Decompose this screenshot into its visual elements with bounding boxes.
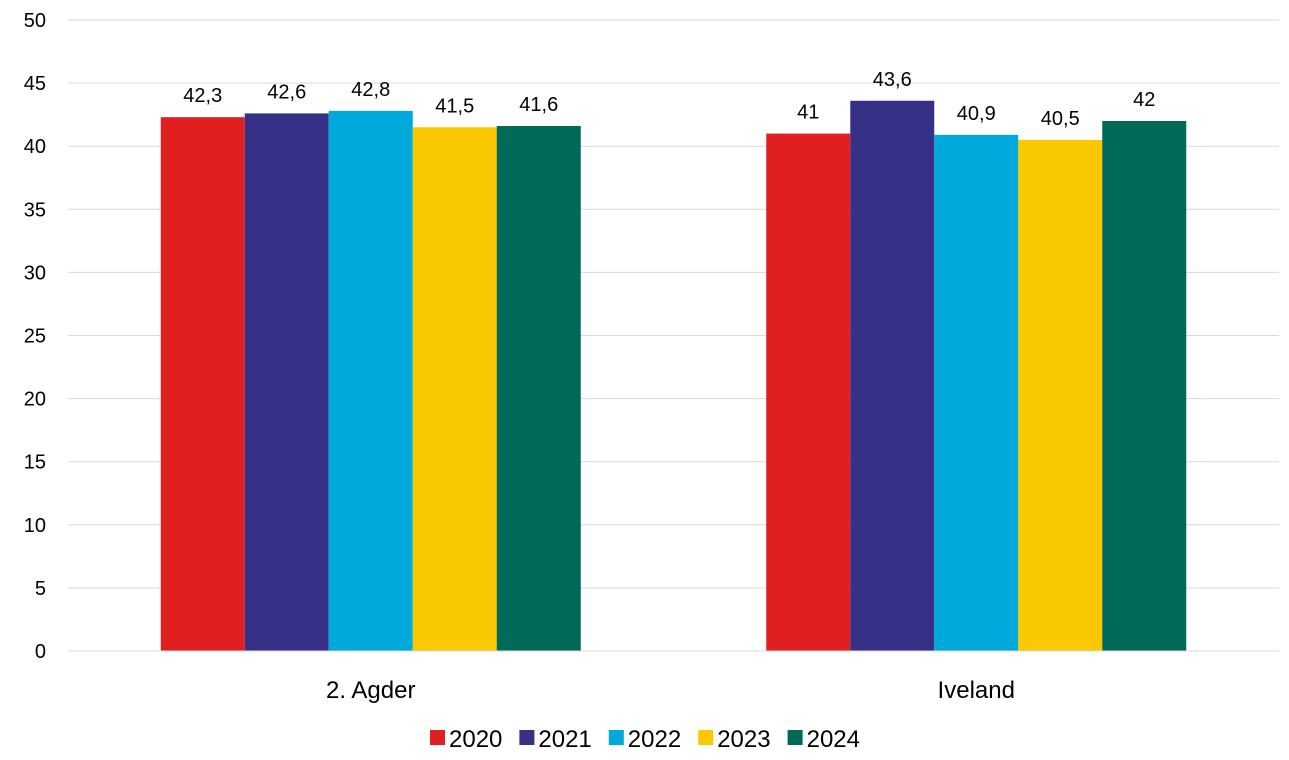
- legend-item-2021: 2021: [519, 726, 592, 753]
- bar-2021: [850, 100, 935, 651]
- bar-2020: [160, 117, 245, 651]
- y-tick-label: 0: [35, 641, 46, 663]
- bar-2024: [496, 126, 581, 652]
- legend-item-2020: 2020: [430, 726, 502, 753]
- y-tick-label: 25: [24, 326, 46, 348]
- bar-2021: [244, 113, 329, 651]
- legend-label: 2023: [717, 726, 770, 753]
- data-label: 42,6: [267, 81, 306, 103]
- legend-item-2024: 2024: [787, 726, 860, 753]
- bar-2023: [1018, 139, 1103, 651]
- legend-label: 2020: [449, 726, 502, 753]
- data-label: 42,3: [183, 85, 222, 107]
- y-tick-label: 40: [24, 136, 46, 158]
- bar-2022: [328, 110, 413, 651]
- bar-2022: [934, 134, 1019, 652]
- legend-swatch: [787, 730, 803, 745]
- data-label: 41,6: [519, 94, 558, 116]
- bar-2024: [1102, 120, 1187, 651]
- y-tick-label: 20: [24, 389, 46, 411]
- y-tick-label: 15: [24, 452, 46, 474]
- bar-2023: [412, 127, 497, 651]
- y-axis: 0 5 10 15 20 25 30 35 40 45 50: [24, 10, 46, 663]
- legend-swatch: [608, 730, 624, 745]
- legend-swatch: [519, 730, 535, 745]
- legend-label: 2022: [628, 726, 681, 753]
- legend-swatch: [430, 730, 445, 745]
- data-label: 40,9: [957, 103, 996, 125]
- y-tick-label: 35: [24, 199, 46, 221]
- legend-item-2023: 2023: [698, 726, 771, 753]
- legend-swatch: [698, 730, 714, 745]
- data-label: 43,6: [873, 69, 912, 91]
- data-label: 42: [1133, 89, 1155, 111]
- y-tick-label: 10: [24, 515, 46, 537]
- y-tick-label: 5: [35, 578, 46, 600]
- data-label: 41: [797, 102, 819, 124]
- x-axis: 2. Agder Iveland: [68, 650, 1279, 704]
- y-tick-label: 45: [24, 73, 46, 95]
- bars: [160, 100, 1187, 652]
- x-category-label: Iveland: [938, 677, 1015, 704]
- x-category-label: 2. Agder: [326, 677, 415, 704]
- y-tick-label: 30: [24, 262, 46, 284]
- legend-label: 2024: [807, 726, 860, 753]
- data-label: 41,5: [435, 95, 474, 117]
- data-label: 42,8: [351, 79, 390, 101]
- legend-label: 2021: [538, 726, 591, 753]
- legend-item-2022: 2022: [608, 726, 681, 753]
- data-labels: 42,3 42,6 42,8 41,5 41,6 41 43,6 40,9 40,5 42: [183, 69, 1155, 130]
- data-label: 40,5: [1041, 108, 1080, 130]
- legend: 2020 2021 2022 2023 2024: [430, 726, 860, 753]
- bar-2020: [766, 133, 851, 651]
- y-tick-label: 50: [24, 10, 46, 32]
